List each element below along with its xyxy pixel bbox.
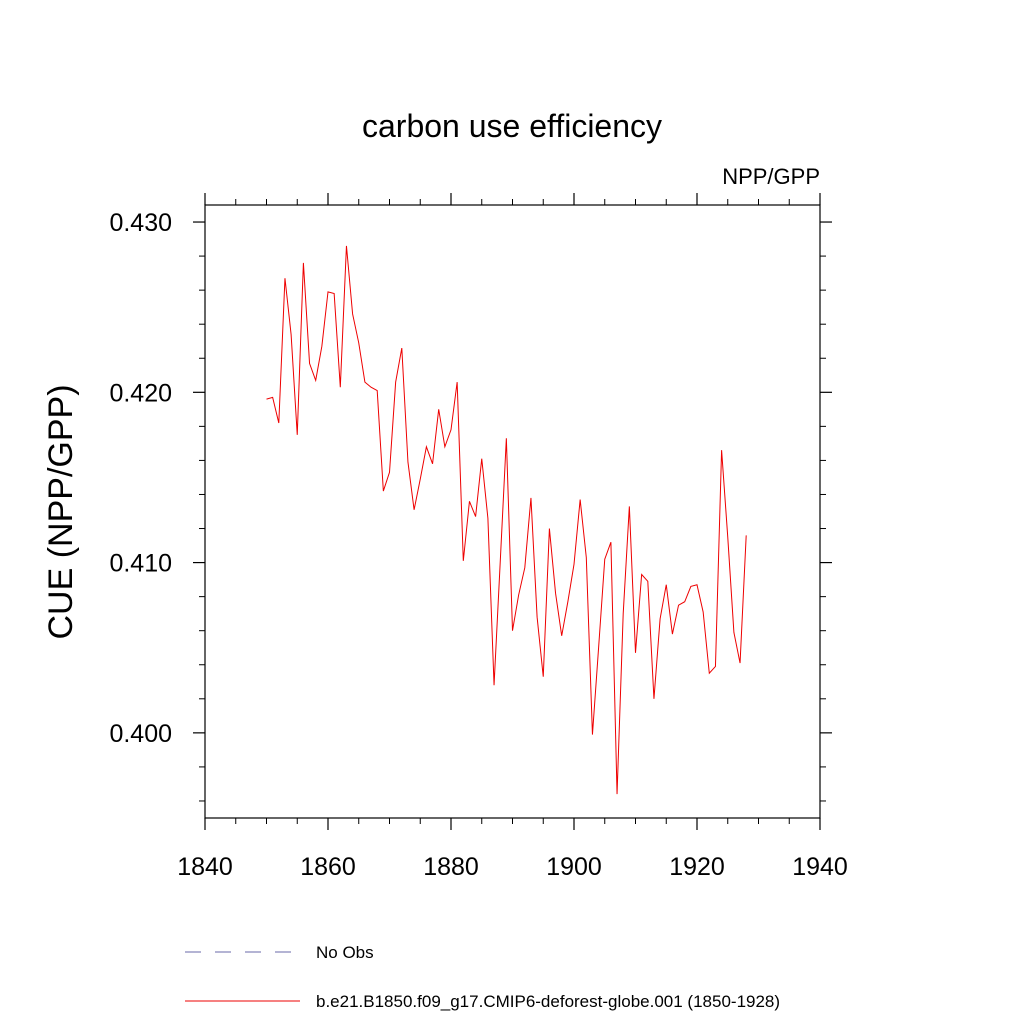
x-tick-label: 1920	[669, 853, 725, 881]
y-tick-label: 0.400	[109, 720, 172, 748]
x-tick-label: 1940	[792, 853, 848, 881]
x-tick-label: 1860	[300, 853, 356, 881]
y-axis-label: CUE (NPP/GPP)	[42, 384, 80, 639]
x-tick-label: 1900	[546, 853, 602, 881]
y-tick-label: 0.420	[109, 379, 172, 407]
legend-label-1: b.e21.B1850.f09_g17.CMIP6-deforest-globe…	[316, 992, 780, 1011]
chart-title: carbon use efficiency	[362, 108, 662, 144]
axis-tick-labels: 1840 1860 1880 1900 1920 1940 0.400 0.410 0.420 0…	[109, 209, 847, 881]
x-tick-label: 1840	[177, 853, 233, 881]
chart-subtitle: NPP/GPP	[722, 164, 820, 189]
x-tick-label: 1880	[423, 853, 479, 881]
y-tick-label: 0.410	[109, 550, 172, 578]
series-layer	[266, 245, 747, 795]
legend-label-0: No Obs	[316, 943, 374, 962]
y-tick-label: 0.430	[109, 209, 172, 237]
series-line-1	[266, 245, 747, 795]
axis-ticks	[193, 193, 832, 830]
plot-frame	[204, 204, 821, 819]
legend: No Obs b.e21.B1850.f09_g17.CMIP6-deforest…	[185, 943, 780, 1011]
